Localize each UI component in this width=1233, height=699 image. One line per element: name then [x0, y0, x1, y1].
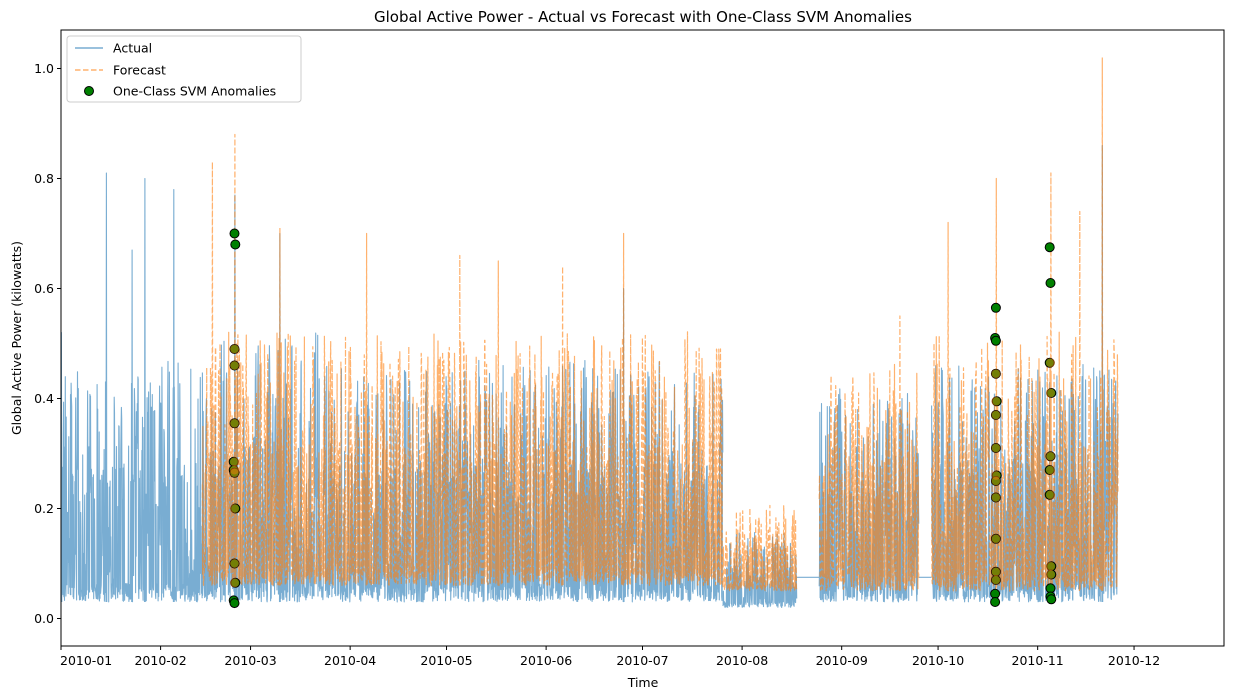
anomaly-overlay: [1046, 465, 1055, 475]
anomaly-point: [230, 577, 241, 588]
anomaly-point: [990, 492, 1001, 503]
anomaly-overlay: [991, 575, 1001, 585]
anomaly-point: [230, 503, 241, 514]
anomaly-point: [990, 597, 1001, 607]
anomaly-point: [990, 533, 1001, 544]
x-tick-label: 2010-05: [420, 653, 472, 668]
anomaly-overlay: [991, 396, 1001, 406]
anomaly-point: [990, 335, 1001, 346]
x-tick-label: 2010-09: [816, 653, 868, 668]
x-tick-label: 2010-11: [1012, 653, 1064, 668]
anomaly-overlay: [230, 361, 239, 370]
chart-title: Global Active Power - Actual vs Forecast…: [374, 8, 912, 26]
x-tick-label: 2010-10: [912, 653, 964, 668]
anomaly-overlay: [230, 559, 239, 568]
anomaly-point: [1044, 489, 1055, 500]
anomaly-point: [1044, 242, 1055, 253]
anomaly-overlay: [991, 410, 1001, 420]
anomaly-overlay: [230, 457, 239, 467]
anomaly-point: [229, 558, 240, 569]
forecast-series: [201, 56, 1119, 592]
anomaly-point: [229, 228, 240, 239]
anomaly-point: [1046, 594, 1057, 605]
x-tick-label: 2010-06: [520, 653, 572, 668]
anomaly-overlay: [1046, 561, 1055, 571]
forecast-line: [201, 56, 1119, 592]
x-tick-label: 2010-04: [324, 653, 376, 668]
anomaly-point: [990, 368, 1001, 379]
anomaly-point: [229, 467, 240, 478]
anomaly-point: [1045, 583, 1056, 594]
anomaly-point: [990, 588, 1001, 599]
anomaly-overlay: [991, 567, 1001, 577]
anomaly-point: [1044, 357, 1055, 368]
x-tick-label: 2010-03: [224, 653, 276, 668]
anomaly-overlay: [230, 504, 239, 513]
y-axis: 0.0 0.2 0.4 0.6 0.8 1.0: [34, 61, 61, 626]
anomaly-points: [228, 228, 1057, 609]
anomaly-overlay: [991, 476, 1001, 486]
anomaly-point: [1045, 278, 1056, 288]
anomaly-overlay: [1046, 570, 1055, 579]
anomaly-overlay: [230, 465, 239, 475]
x-tick-label: 2010-01: [60, 653, 112, 668]
anomaly-overlay: [230, 468, 239, 478]
anomaly-overlay: [991, 443, 1001, 453]
legend-anomaly-swatch: [84, 86, 94, 96]
anomaly-point: [1046, 388, 1057, 398]
legend-actual-label: Actual: [113, 41, 152, 56]
legend-box: [66, 35, 302, 103]
anomaly-point: [1045, 451, 1056, 462]
y-tick-label: 0.2: [34, 501, 54, 516]
anomaly-overlay: [991, 493, 1001, 502]
anomaly-overlay: [1046, 451, 1055, 461]
anomaly-point: [229, 598, 240, 609]
x-tick-label: 2010-08: [716, 653, 768, 668]
anomaly-overlay: [230, 578, 239, 588]
anomaly-overlay: [991, 534, 1001, 544]
anomaly-overlay: [991, 369, 1001, 379]
y-tick-label: 0.4: [34, 391, 54, 406]
anomaly-point: [229, 418, 240, 429]
anomaly-point: [1046, 569, 1057, 580]
anomaly-point: [990, 476, 1001, 486]
anomaly-point: [990, 443, 1001, 453]
y-tick-label: 0.8: [34, 171, 54, 186]
x-tick-label: 2010-07: [616, 653, 668, 668]
anomaly-point: [229, 344, 240, 354]
x-axis-label: Time: [627, 675, 659, 690]
anomaly-point: [229, 360, 240, 371]
anomaly-point: [1044, 465, 1055, 475]
anomaly-overlay: [230, 418, 239, 428]
anomaly-point: [991, 396, 1002, 407]
anomaly-overlay: [991, 471, 1001, 480]
x-tick-label: 2010-12: [1108, 653, 1160, 668]
anomaly-overlay: [230, 344, 239, 354]
legend-anomaly-label: One-Class SVM Anomalies: [113, 84, 276, 99]
y-axis-label: Global Active Power (kilowatts): [9, 241, 24, 435]
anomaly-overlay: [1046, 388, 1055, 398]
x-axis: 2010-01 2010-02 2010-03 2010-04 2010-05 2010-…: [60, 646, 1160, 668]
legend-forecast-label: Forecast: [113, 63, 166, 78]
anomaly-overlay: [1046, 490, 1055, 500]
legend: Actual Forecast One-Class SVM Anomalies: [66, 35, 302, 103]
y-tick-label: 1.0: [34, 61, 54, 76]
anomaly-overlay: [1046, 358, 1055, 368]
y-tick-label: 0.6: [34, 281, 54, 296]
plot-area: [61, 56, 1119, 609]
anomaly-point: [990, 575, 1001, 585]
anomaly-point: [990, 302, 1001, 313]
y-tick-label: 0.0: [34, 611, 54, 626]
anomaly-point: [990, 410, 1001, 420]
x-tick-label: 2010-02: [134, 653, 186, 668]
anomaly-point: [230, 239, 241, 250]
